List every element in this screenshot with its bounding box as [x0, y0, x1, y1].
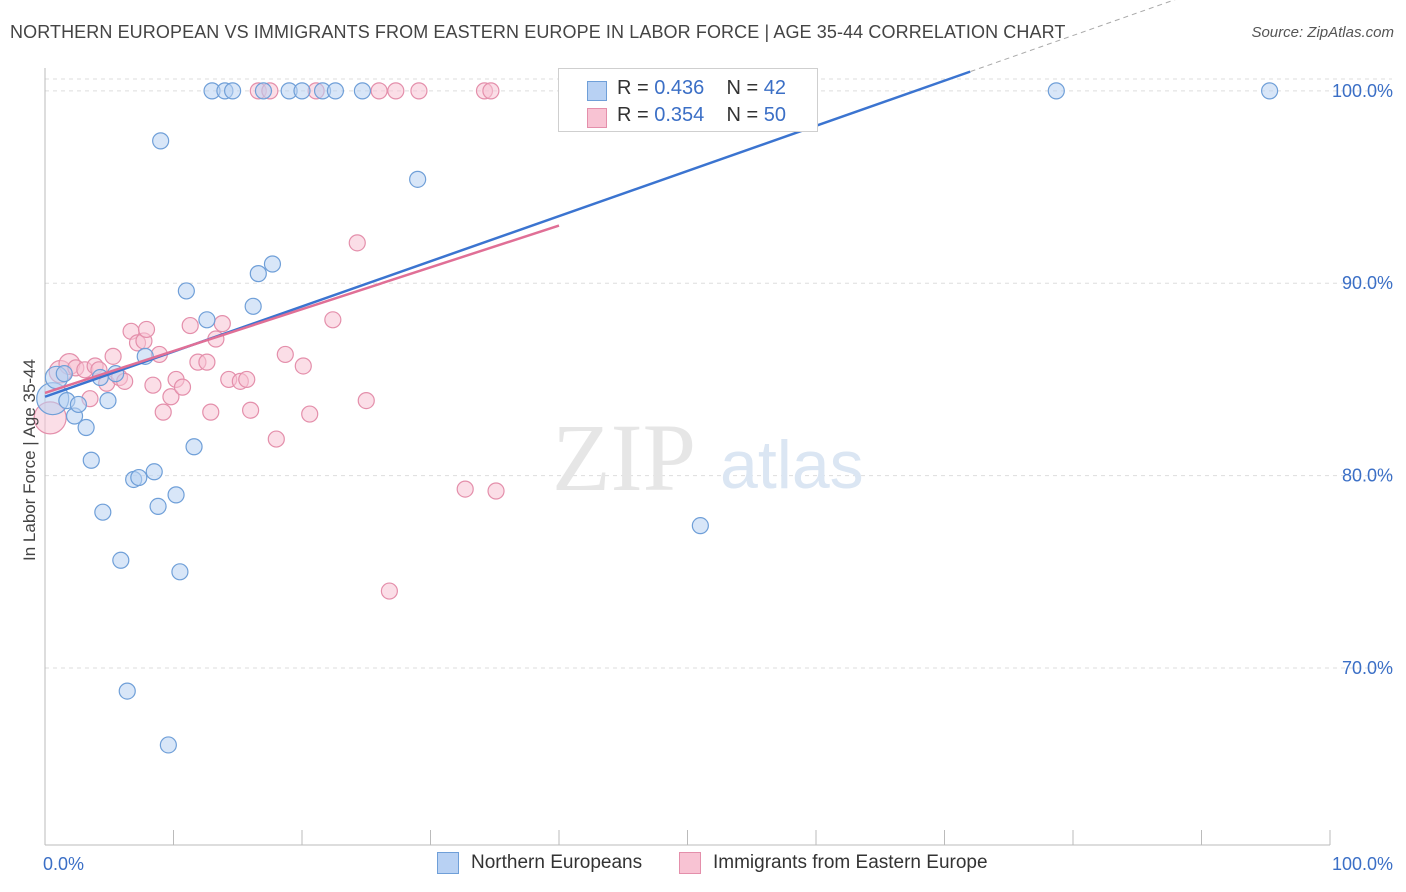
trend-lines	[44, 0, 1176, 398]
legend-n-label: N =	[726, 77, 759, 99]
data-point-immigrants	[144, 376, 162, 394]
data-point-immigrants	[202, 403, 220, 421]
data-point-immigrants	[173, 378, 192, 396]
data-point-northern-europeans	[82, 451, 100, 469]
data-point-northern-europeans	[99, 391, 117, 410]
legend-r-label: R =	[617, 77, 649, 99]
data-point-immigrants	[348, 234, 366, 252]
data-point-northern-europeans	[77, 418, 95, 437]
data-point-immigrants	[370, 82, 388, 100]
data-point-immigrants	[104, 347, 122, 365]
data-point-immigrants	[137, 320, 156, 339]
data-point-northern-europeans	[263, 255, 282, 273]
data-point-northern-europeans	[198, 311, 216, 329]
legend-n-value: 50	[763, 104, 787, 126]
y-tick-label: 70.0%	[1342, 658, 1393, 678]
data-point-immigrants	[482, 82, 500, 100]
tick-labels: 70.0% 80.0% 90.0% 100.0% 0.0% 100.0%	[43, 81, 1393, 874]
legend-swatch-pink	[679, 852, 701, 874]
data-point-northern-europeans	[1047, 82, 1065, 100]
data-point-immigrants	[276, 345, 294, 364]
data-point-immigrants	[487, 482, 505, 500]
data-point-northern-europeans	[1261, 82, 1279, 100]
data-point-immigrants	[238, 370, 256, 389]
y-tick-label: 90.0%	[1342, 273, 1393, 293]
data-point-northern-europeans	[353, 82, 371, 100]
data-point-immigrants	[181, 316, 199, 335]
data-point-northern-europeans	[94, 503, 112, 521]
data-point-immigrants	[410, 82, 428, 100]
legend-label: Northern Europeans	[471, 852, 643, 873]
data-point-northern-europeans	[224, 82, 242, 100]
legend-n-label: N =	[726, 104, 759, 126]
data-point-northern-europeans	[159, 736, 177, 754]
data-point-northern-europeans	[185, 438, 203, 456]
data-point-immigrants	[301, 405, 319, 423]
data-point-northern-europeans	[326, 82, 345, 100]
data-point-northern-europeans	[149, 497, 167, 516]
series-immigrants-eastern-europe	[33, 82, 505, 600]
data-point-immigrants	[357, 391, 375, 410]
legend-r-label: R =	[617, 104, 649, 126]
y-tick-label: 80.0%	[1342, 466, 1393, 486]
data-point-immigrants	[162, 388, 180, 406]
data-point-northern-europeans	[409, 170, 427, 188]
data-point-northern-europeans	[69, 395, 88, 414]
y-tick-label: 100.0%	[1332, 81, 1393, 101]
data-point-northern-europeans	[293, 82, 311, 100]
data-point-northern-europeans	[145, 463, 163, 481]
legend-swatch-blue	[437, 852, 459, 874]
watermark: ZIP atlas	[552, 404, 864, 511]
data-point-immigrants	[267, 430, 285, 448]
legend-swatch-blue	[587, 81, 607, 101]
data-point-immigrants	[324, 311, 342, 329]
data-point-northern-europeans	[244, 297, 262, 315]
data-point-northern-europeans	[152, 132, 170, 150]
data-point-immigrants	[456, 480, 474, 498]
data-point-northern-europeans	[167, 486, 185, 504]
data-point-immigrants	[198, 353, 216, 371]
x-tick-label: 0.0%	[43, 854, 84, 874]
series-northern-europeans	[36, 82, 1279, 754]
data-point-northern-europeans	[55, 365, 73, 383]
data-point-northern-europeans	[249, 265, 267, 283]
data-point-northern-europeans	[171, 563, 189, 581]
data-point-immigrants	[154, 403, 172, 421]
data-point-immigrants	[294, 357, 312, 375]
data-point-northern-europeans	[177, 282, 195, 300]
legend-label: Immigrants from Eastern Europe	[713, 852, 988, 873]
trend-extension-northern-europeans	[44, 0, 1176, 398]
data-point-immigrants	[387, 82, 405, 100]
watermark-zip: ZIP	[552, 404, 696, 511]
legend-swatch-pink	[587, 108, 607, 128]
legend-r-value: 0.436	[654, 77, 705, 99]
data-point-northern-europeans	[691, 517, 709, 535]
y-axis-label: In Labor Force | Age 35-44	[20, 359, 39, 561]
x-tick-label: 100.0%	[1332, 854, 1393, 874]
axis-layer	[44, 68, 1331, 846]
source-label: Source: ZipAtlas.com	[1251, 24, 1394, 41]
legend-r-value: 0.354	[654, 104, 705, 126]
watermark-atlas: atlas	[720, 427, 864, 503]
data-point-immigrants	[213, 315, 231, 333]
chart-title: NORTHERN EUROPEAN VS IMMIGRANTS FROM EAS…	[10, 22, 1066, 42]
data-point-immigrants	[380, 582, 398, 600]
data-point-northern-europeans	[254, 82, 273, 100]
correlation-legend: R = 0.436 N = 42 R = 0.354 N = 50	[558, 68, 818, 132]
series-legend: Northern Europeans Immigrants from Easte…	[0, 850, 1406, 880]
data-point-northern-europeans	[112, 551, 130, 569]
data-point-northern-europeans	[130, 468, 148, 487]
data-point-immigrants	[242, 401, 260, 419]
trend-line-immigrants	[44, 224, 560, 395]
data-point-northern-europeans	[118, 682, 136, 700]
legend-n-value: 42	[763, 77, 787, 99]
